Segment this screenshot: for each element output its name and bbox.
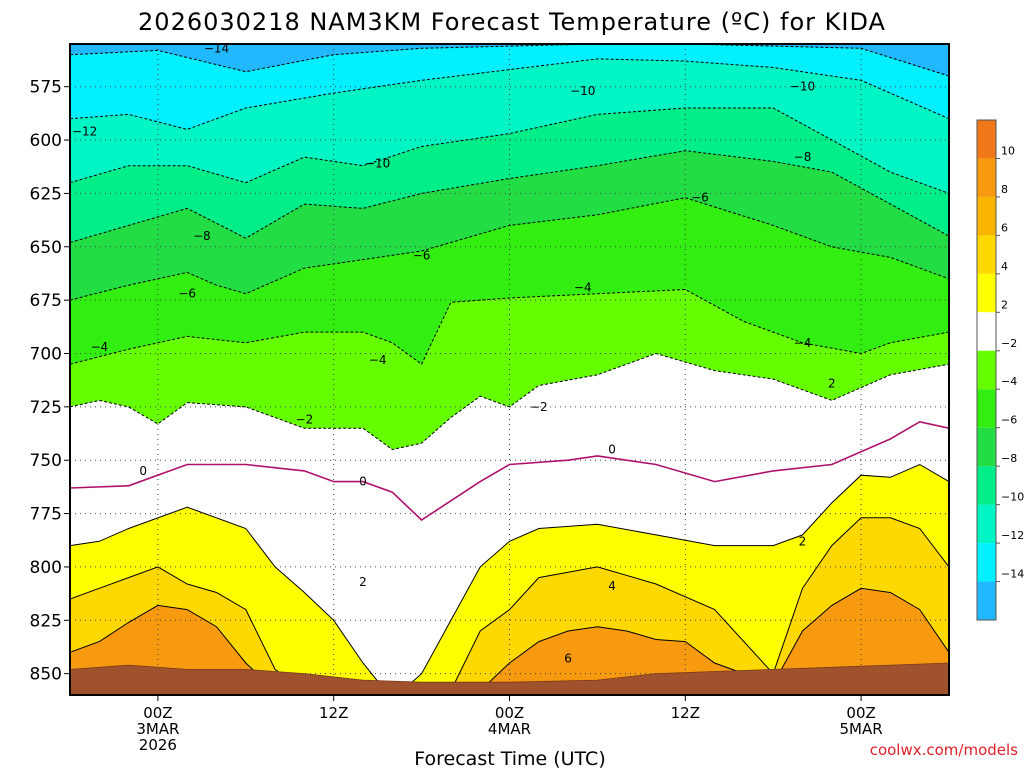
x-tick-label: 4MAR	[488, 720, 531, 738]
x-tick-label: 12Z	[671, 704, 700, 722]
contour-label: −4	[794, 336, 812, 350]
y-tick-label: 775	[30, 505, 62, 525]
x-tick-label: 00Z	[495, 704, 524, 722]
color-scale-label: −8	[1001, 452, 1017, 465]
x-tick-label: 2026	[139, 736, 177, 754]
y-tick-label: 650	[30, 238, 62, 258]
color-scale-label: −12	[1001, 529, 1024, 542]
color-bin	[977, 581, 996, 620]
x-tick-label: 00Z	[143, 704, 172, 722]
isotherm-line	[70, 352, 949, 451]
color-scale-label: −6	[1001, 414, 1017, 427]
contour-label: −4	[90, 340, 108, 354]
color-bin	[977, 196, 996, 236]
contour-label: −14	[204, 41, 229, 55]
color-scale-label: 10	[1001, 144, 1015, 157]
y-tick-label: 625	[30, 184, 62, 204]
color-scale-label: 2	[1001, 298, 1008, 311]
contour-label: −6	[691, 191, 709, 205]
color-bin	[977, 235, 996, 274]
contour-label: −6	[178, 287, 196, 301]
y-tick-label: 725	[30, 398, 62, 418]
color-scale-label: 4	[1001, 260, 1008, 273]
isotherm-line	[70, 517, 949, 692]
contour-label: −2	[296, 413, 314, 427]
isotherm-line	[70, 58, 949, 130]
y-tick-label: 700	[30, 344, 62, 364]
x-tick-label: 3MAR	[136, 720, 179, 738]
y-axis: 575 600 625 650 675 700 725 750 775 800 825 850	[30, 78, 70, 685]
color-bin	[977, 504, 996, 544]
contour-label: 2	[799, 534, 807, 548]
color-bin	[977, 350, 996, 390]
color-scale-label: −10	[1001, 491, 1024, 504]
isotherm-line	[70, 107, 949, 194]
color-scale-label: 8	[1001, 183, 1008, 196]
isotherm-lines	[70, 44, 949, 695]
y-tick-label: 800	[30, 558, 62, 578]
y-tick-label: 575	[30, 78, 62, 98]
y-tick-label: 750	[30, 451, 62, 471]
contour-label: 2	[828, 376, 836, 390]
color-bin	[977, 389, 996, 428]
contour-label: 4	[608, 579, 616, 593]
isotherm-line	[70, 288, 949, 365]
credit-text: coolwx.com/models	[870, 741, 1018, 759]
contour-label: 0	[359, 475, 367, 489]
isotherm-line	[70, 587, 949, 692]
contour-label: −6	[413, 248, 431, 262]
contour-label: −4	[369, 353, 387, 367]
plot-area: −14 −12 −10 −10 −10 −8 −8 −6 −6 −6 −4 −4 −4 −4 −2 −2 2 0 0…	[70, 41, 949, 695]
grid	[70, 44, 949, 695]
color-scale-label: −14	[1001, 568, 1024, 581]
isotherm-line	[70, 463, 949, 695]
y-tick-label: 825	[30, 611, 62, 631]
color-bin	[977, 466, 996, 505]
contour-label: −10	[790, 80, 815, 94]
contour-label: −10	[365, 157, 390, 171]
y-tick-label: 600	[30, 131, 62, 151]
color-bin	[977, 427, 996, 467]
contour-label: 0	[608, 443, 616, 457]
contour-label: −8	[193, 229, 211, 243]
color-scale-label: 6	[1001, 221, 1008, 234]
color-scale-label: −2	[1001, 337, 1017, 350]
x-tick-label: 12Z	[319, 704, 348, 722]
color-bin	[977, 158, 996, 197]
color-bin	[977, 273, 996, 313]
x-tick-label: 5MAR	[840, 720, 883, 738]
isotherm-line	[70, 44, 949, 77]
contour-label: −4	[574, 280, 592, 294]
isotherm-line	[70, 150, 949, 243]
y-tick-label: 850	[30, 665, 62, 685]
x-tick-label: 00Z	[846, 704, 875, 722]
contour-label: −2	[530, 400, 548, 414]
isotherm-line	[70, 420, 949, 522]
contour-label: −12	[72, 125, 97, 139]
color-bin	[977, 543, 996, 582]
color-bin	[977, 120, 996, 159]
band-fill	[70, 44, 949, 76]
temperature-fills	[70, 44, 949, 695]
x-axis-label: Forecast Time (UTC)	[414, 748, 605, 768]
contour-labels: −14 −12 −10 −10 −10 −8 −8 −6 −6 −6 −4 −4 −4 −4 −2 −2 2 0 0…	[72, 41, 836, 666]
color-bin	[977, 312, 996, 351]
chart-title: 2026030218 NAM3KM Forecast Temperature (…	[138, 8, 886, 36]
contour-label: −8	[794, 150, 812, 164]
color-scale-frame	[976, 119, 997, 621]
terrain-fill	[70, 662, 949, 695]
contour-label: 6	[564, 652, 572, 666]
contour-label: −10	[570, 84, 595, 98]
isotherm-line	[70, 197, 949, 301]
color-scale: 10 8 6 4 2 −2 −4 −6 −8 −10 −12 −14	[976, 119, 1024, 621]
contour-label: 0	[139, 464, 147, 478]
terrain	[70, 662, 949, 695]
y-tick-label: 675	[30, 291, 62, 311]
color-scale-label: −4	[1001, 375, 1017, 388]
contour-label: 2	[359, 575, 367, 589]
band-fill	[70, 517, 949, 695]
